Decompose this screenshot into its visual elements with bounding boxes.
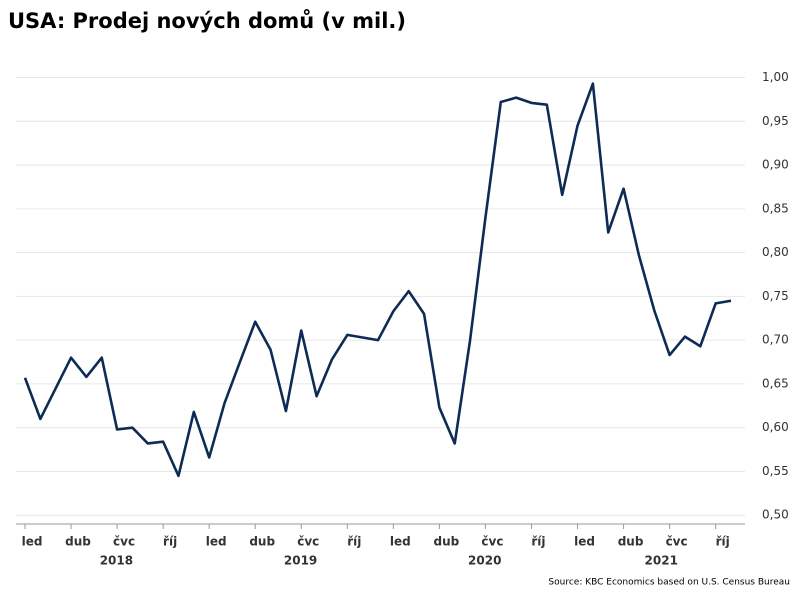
x-tick-label: čvc: [666, 535, 688, 549]
x-tick-label: říj: [716, 535, 730, 549]
x-tick-label: led: [390, 535, 411, 549]
x-tick-label: čvc: [113, 535, 135, 549]
x-tick-label: říj: [531, 535, 545, 549]
year-label: 2021: [645, 554, 678, 568]
y-tick-label: 0,80: [762, 245, 789, 259]
y-tick-label: 0,70: [762, 333, 789, 347]
x-tick-label: dub: [618, 535, 644, 549]
x-tick-label: říj: [163, 535, 177, 549]
y-tick-label: 0,55: [762, 464, 789, 478]
line: [23, 82, 732, 478]
y-tick-label: 0,75: [762, 289, 789, 303]
year-label: 2020: [468, 554, 501, 568]
x-tick-label: dub: [434, 535, 460, 549]
source: Source: KBC Economics based on U.S. Cens…: [548, 578, 790, 588]
x-tick-label: čvc: [297, 535, 319, 549]
y-tick-label: 0,65: [762, 376, 789, 390]
y-tick-label: 0,95: [762, 114, 789, 128]
x-tick-label: led: [22, 535, 43, 549]
y-tick-label: 0,50: [762, 508, 789, 522]
x-tick-label: dub: [65, 535, 91, 549]
chart-title: USA: Prodej nových domů (v mil.): [8, 9, 406, 33]
year-label: 2019: [284, 554, 317, 568]
x-tick-label: led: [574, 535, 595, 549]
y-tick-label: 1,00: [762, 70, 789, 84]
y-tick-label: 0,60: [762, 420, 789, 434]
x-tick-label: říj: [347, 535, 361, 549]
x-tick-label: dub: [249, 535, 275, 549]
x-tick-label: led: [206, 535, 227, 549]
y-tick-label: 0,85: [762, 201, 789, 215]
x-tick-label: čvc: [481, 535, 503, 549]
y-tick-label: 0,90: [762, 158, 789, 172]
year-label: 2018: [100, 554, 133, 568]
